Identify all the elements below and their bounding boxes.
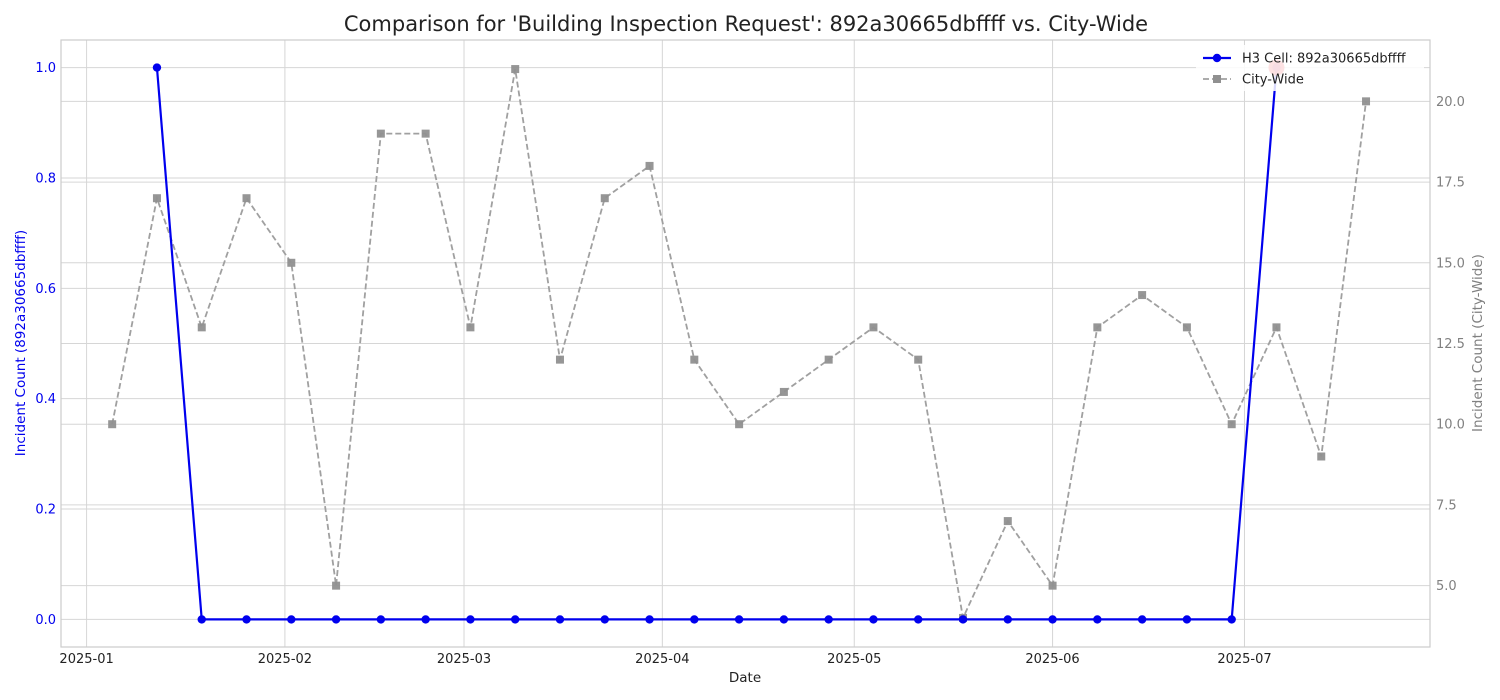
city-wide-point xyxy=(108,420,117,429)
h3-cell-point xyxy=(287,615,296,624)
h3-cell-point xyxy=(511,615,520,624)
city-wide-point xyxy=(421,129,430,138)
city-wide-point xyxy=(376,129,385,138)
y-axis-left-label: Incident Count (892a30665dbffff) xyxy=(13,230,29,456)
y-right-tick-label: 17.5 xyxy=(1436,176,1465,191)
city-wide-point xyxy=(869,323,878,332)
city-wide-point xyxy=(690,355,699,364)
city-wide-point xyxy=(1138,291,1147,300)
city-wide-point xyxy=(287,258,296,267)
grid xyxy=(61,40,1430,647)
h3-cell-line xyxy=(155,67,1278,621)
city-wide-point xyxy=(1317,452,1326,461)
y-axis-right-label: Incident Count (City-Wide) xyxy=(1470,254,1486,432)
y-right-tick-label: 15.0 xyxy=(1436,256,1465,271)
h3-cell-point xyxy=(600,615,609,624)
legend-h3-marker xyxy=(1212,53,1222,63)
city-wide-point xyxy=(511,65,520,74)
h3-cell-point xyxy=(734,615,744,624)
city-wide-point xyxy=(914,355,923,364)
h3-cell-point xyxy=(1137,615,1147,624)
y-right-tick-label: 10.0 xyxy=(1436,418,1465,433)
h3-cell-point xyxy=(779,615,789,624)
city-wide-point xyxy=(242,194,251,203)
legend-h3-label: H3 Cell: 892a30665dbffff xyxy=(1242,52,1407,67)
chart-title: Comparison for 'Building Inspection Requ… xyxy=(344,12,1148,36)
y-right-tick-label: 5.0 xyxy=(1436,579,1457,594)
city-wide-point xyxy=(1048,581,1057,590)
h3-cell-point xyxy=(1093,615,1102,624)
legend: H3 Cell: 892a30665dbffff City-Wide xyxy=(1196,45,1424,91)
y-left-tick-label: 0.2 xyxy=(35,503,56,518)
h3-cell-point xyxy=(376,615,386,624)
x-tick-label: 2025-03 xyxy=(437,652,491,667)
x-tick-label: 2025-01 xyxy=(59,652,113,667)
city-wide-point xyxy=(824,355,833,364)
city-wide-point xyxy=(197,323,206,332)
h3-cell-point xyxy=(1003,615,1012,624)
h3-cell-point xyxy=(555,615,565,624)
x-tick-label: 2025-02 xyxy=(258,652,312,667)
y-left-tick-label: 1.0 xyxy=(35,61,56,76)
h3-cell-point xyxy=(645,615,654,624)
h3-cell-point xyxy=(958,615,968,624)
city-wide-point xyxy=(1003,517,1012,526)
x-tick-label: 2025-04 xyxy=(635,652,689,667)
x-tick-label: 2025-06 xyxy=(1025,652,1079,667)
x-axis-label: Date xyxy=(729,670,761,686)
city-wide-point xyxy=(735,420,744,429)
city-wide-point xyxy=(1272,323,1281,332)
h3-cell-point xyxy=(421,615,430,624)
city-wide-point xyxy=(332,581,341,590)
h3-cell-point xyxy=(914,615,923,624)
plot-frame xyxy=(60,39,1431,648)
y-right-tick-label: 7.5 xyxy=(1436,498,1457,513)
h3-cell-point xyxy=(1048,615,1057,624)
legend-city-label: City-Wide xyxy=(1242,73,1304,88)
h3-cell-point xyxy=(466,615,475,624)
h3-cell-point xyxy=(1182,615,1192,624)
y-left-tick-label: 0.0 xyxy=(35,613,56,628)
city-wide-point xyxy=(1093,323,1102,332)
y-right-tick-label: 20.0 xyxy=(1436,95,1465,110)
y-left-tick-label: 0.6 xyxy=(35,282,56,297)
h3-cell-point xyxy=(242,615,251,624)
city-wide-point xyxy=(600,194,609,203)
h3-cell-point xyxy=(331,615,341,624)
city-wide-line xyxy=(111,68,1367,621)
series-lines xyxy=(111,67,1367,621)
h3-cell-point xyxy=(197,615,206,624)
h3-cell-point xyxy=(690,615,699,624)
city-wide-point xyxy=(645,161,654,170)
city-wide-point xyxy=(555,355,564,364)
city-wide-point xyxy=(466,323,475,332)
city-wide-point xyxy=(1227,420,1236,429)
y-left-tick-label: 0.4 xyxy=(35,392,56,407)
series-markers xyxy=(108,59,1371,624)
city-wide-point xyxy=(1182,323,1191,332)
legend-city-marker xyxy=(1213,75,1221,83)
city-wide-point xyxy=(779,387,788,396)
h3-cell-point xyxy=(152,63,162,72)
x-tick-label: 2025-07 xyxy=(1217,652,1271,667)
x-tick-label: 2025-05 xyxy=(827,652,881,667)
y-right-tick-label: 12.5 xyxy=(1436,337,1465,352)
h3-cell-point xyxy=(869,615,878,624)
h3-cell-point xyxy=(824,615,833,624)
axis-ticks: 2025-01 2025-02 2025-03 2025-04 2025-05 2025-… xyxy=(35,61,1465,667)
y-left-tick-label: 0.8 xyxy=(35,171,56,186)
h3-cell-point xyxy=(1227,615,1236,624)
city-wide-point xyxy=(152,194,161,203)
city-wide-point xyxy=(1362,97,1371,106)
